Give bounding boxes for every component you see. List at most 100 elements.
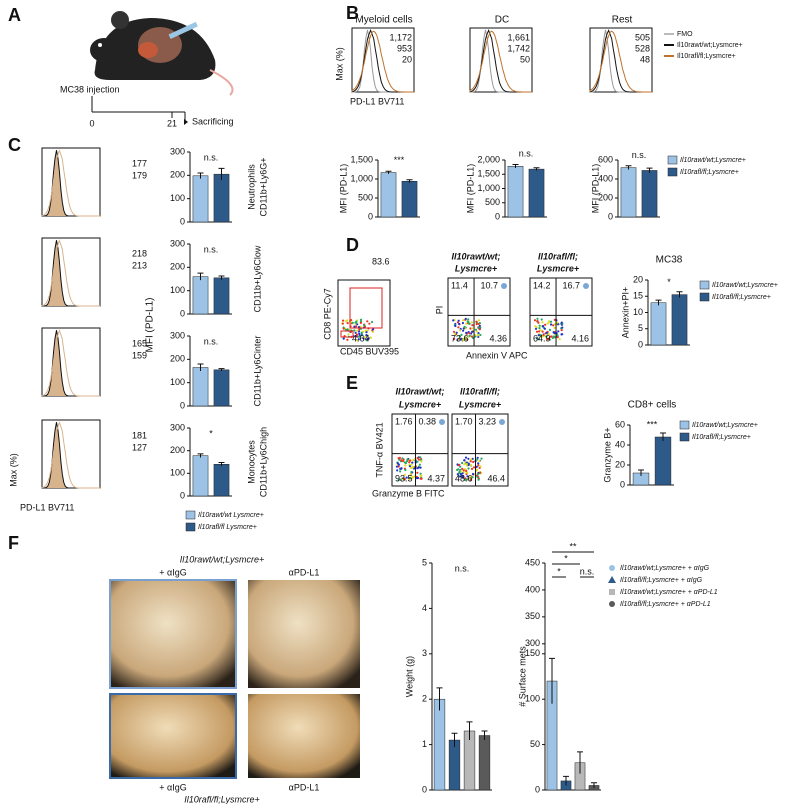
row-label: CD11b+Ly6G+ [258, 157, 268, 216]
dot-plot-event [410, 471, 413, 474]
mfi-value: 1,172 [389, 32, 412, 42]
panel-letter: E [346, 373, 358, 393]
group-label: Il10rawt/wt; [395, 386, 444, 396]
axis-label: Granzyme B+ [602, 427, 612, 482]
dot-plot-event [466, 475, 469, 478]
dot-plot-event [472, 460, 475, 464]
axis-label: Max (%) [334, 47, 344, 81]
significance: n.s. [204, 244, 219, 254]
dot-plot-event [477, 478, 480, 481]
dot-plot-event [461, 467, 464, 470]
y-tick-label: 1,000 [477, 183, 500, 193]
y-tick-label: 20 [615, 459, 625, 469]
group-label: Il10rafl/fl; [460, 386, 500, 396]
dot-plot-event [404, 468, 407, 472]
dot-plot-event [355, 333, 359, 336]
dot-plot-event [399, 478, 402, 481]
y-tick-label: 500 [358, 192, 373, 202]
legend-label: Il10rawt/wt;Lysmcre+ [712, 282, 778, 289]
error-bar [466, 721, 473, 741]
dot-plot-event [471, 327, 474, 330]
quadrant-value: 14.2 [533, 280, 551, 290]
dot-plot-event [350, 319, 353, 322]
mfi-value: 528 [635, 43, 650, 53]
dot-plot-event [410, 463, 413, 466]
dot-plot-event [360, 331, 363, 334]
dot-plot-event [363, 335, 366, 339]
dot-plot-event [348, 328, 351, 331]
dot-plot-event [464, 337, 468, 340]
quadrant-marker [583, 283, 589, 289]
dot-plot-event [405, 460, 409, 463]
axis-label: Max (%) [8, 453, 18, 487]
dot-plot-event [471, 324, 474, 327]
bar [641, 170, 658, 218]
dot-plot-event [467, 457, 470, 460]
bar [192, 276, 209, 315]
dot-plot-event [540, 318, 543, 321]
dot-plot-event [479, 465, 482, 468]
dot-plot-event [419, 477, 422, 480]
axis-label: Annexin V APC [466, 350, 528, 360]
dot-plot-event [465, 322, 468, 325]
dot-plot-event [475, 322, 478, 326]
dot-plot-event [403, 477, 406, 480]
panel-letter: D [346, 235, 359, 255]
dot-plot-event [545, 335, 548, 338]
histogram-curve [41, 149, 100, 217]
error-bar [481, 730, 488, 741]
y-tick-label: 10 [633, 307, 643, 317]
dot-plot-frame [337, 279, 391, 347]
dot-plot-event [469, 479, 472, 482]
significance: *** [394, 155, 405, 165]
bar [433, 698, 446, 791]
dot-plot-event [355, 321, 358, 324]
dot-plot-event [464, 456, 468, 459]
dot-plot-event [471, 472, 475, 476]
dot-plot-event [478, 460, 481, 463]
dot-plot-event [458, 470, 461, 473]
dot-plot-event [477, 464, 480, 467]
mfi-value: 177 [132, 158, 147, 168]
dot-plot-event [476, 473, 479, 476]
dot-plot-event [545, 331, 548, 334]
panel-letter: F [8, 533, 19, 553]
dot-plot-frame [391, 413, 449, 487]
dot-plot-event [477, 462, 480, 465]
dot-plot-event [462, 319, 465, 322]
dot-plot-event [419, 472, 422, 475]
dot-plot-event [341, 322, 344, 325]
dot-plot-event [539, 329, 542, 332]
dot-plot-event [454, 324, 457, 328]
gate [349, 287, 383, 329]
dot-plot-event [366, 320, 369, 323]
quadrant-value: 1.70 [455, 416, 473, 426]
bar [528, 168, 545, 218]
dot-plot-event [404, 464, 407, 467]
dot-plot-event [470, 332, 473, 335]
dot-plot-event [475, 320, 478, 323]
group-label: Il10rafl/fl; [538, 251, 578, 261]
dot-plot-event [461, 321, 464, 325]
axis-label: MFI (PD-L1) [338, 164, 348, 214]
mfi-value: 159 [132, 350, 147, 360]
dot-plot-event [461, 476, 464, 479]
dot-plot-event [362, 330, 365, 333]
axis-label: MFI (PD-L1) [465, 164, 475, 214]
histogram-curve [41, 239, 100, 307]
dot-plot-event [553, 326, 556, 329]
dot-plot-event [470, 458, 473, 461]
dot-plot-event [548, 320, 551, 323]
quadrant-value: 4.37 [427, 473, 445, 483]
y-tick-label: 100 [170, 285, 185, 295]
y-tick-label: 500 [485, 197, 500, 207]
dot-plot-event [361, 334, 364, 337]
error-bar [591, 782, 597, 789]
mfi-value: 213 [132, 260, 147, 270]
dot-plot-event [458, 322, 461, 326]
dot-plot-event [397, 465, 400, 468]
dot-plot-event [456, 473, 459, 476]
dot-plot-event [458, 463, 461, 466]
y-tick-label: 0 [535, 784, 540, 794]
axis-label: PD-L1 BV711 [350, 96, 404, 106]
